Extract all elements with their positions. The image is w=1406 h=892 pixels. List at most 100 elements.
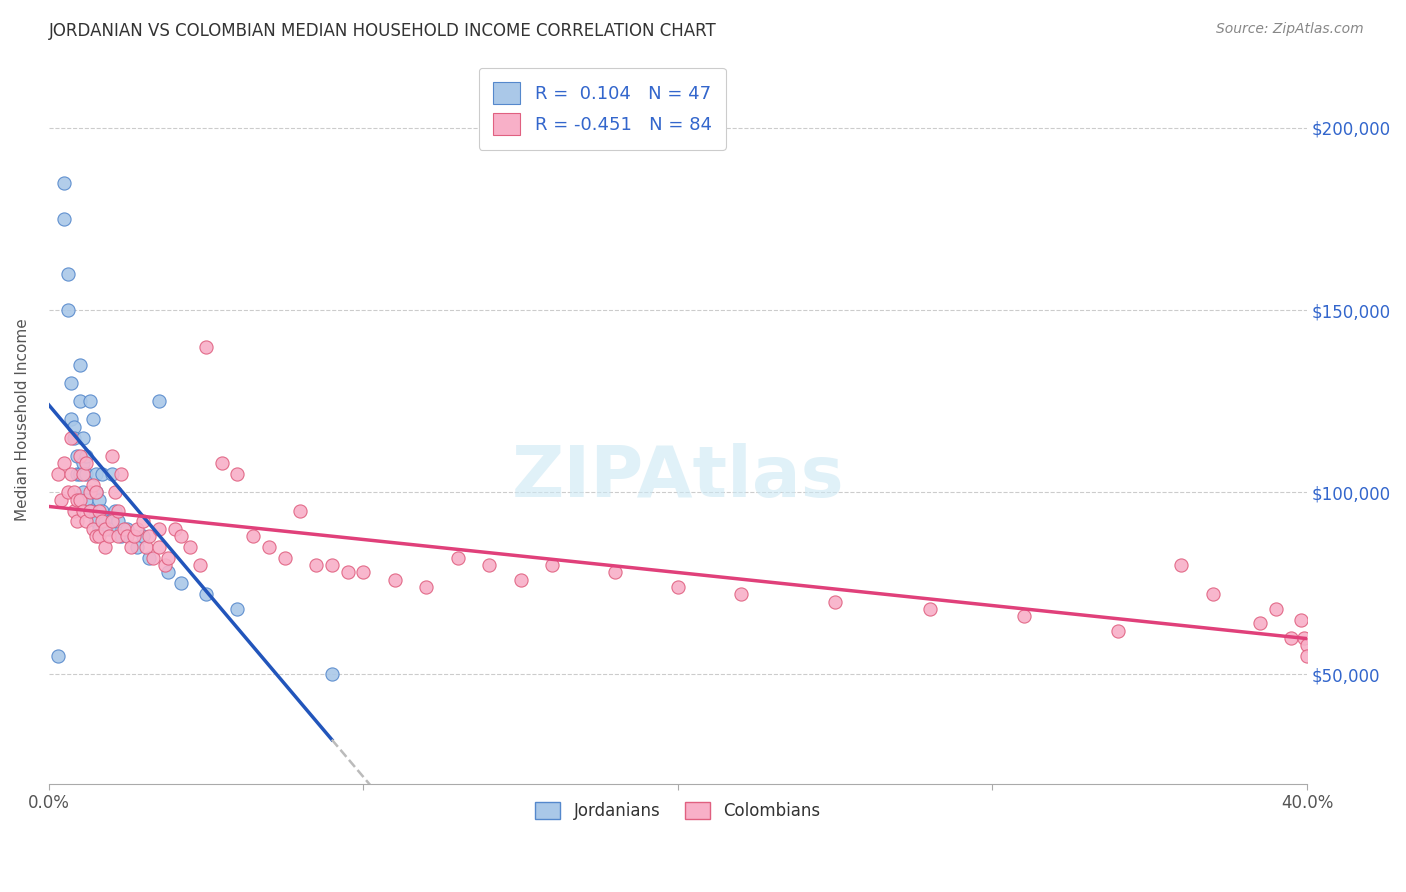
Point (63, 503, 86, 517)
Point (157, 550, 180, 565)
Point (132, 515, 155, 529)
Point (63, 419, 86, 434)
Point (91, 467, 114, 481)
Point (79, 485, 101, 500)
Point (157, 566, 180, 580)
Point (1296, 638, 1319, 652)
Point (415, 580, 437, 594)
Point (69, 449, 91, 463)
Point (730, 587, 752, 601)
Point (195, 340, 218, 354)
Point (135, 540, 157, 554)
Point (142, 550, 165, 565)
Point (69, 492, 91, 507)
Point (100, 449, 122, 463)
Point (76, 456, 98, 470)
Point (125, 522, 148, 536)
Point (91, 515, 114, 529)
Point (53, 176, 76, 190)
Point (170, 576, 193, 591)
Point (138, 529, 160, 543)
Point (76, 492, 98, 507)
Point (541, 558, 564, 573)
Point (120, 540, 142, 554)
Point (82, 478, 104, 492)
Point (82, 412, 104, 426)
Point (79, 503, 101, 517)
Point (84, 485, 107, 500)
Point (79, 394, 101, 409)
Point (72, 456, 94, 470)
Point (94, 522, 117, 536)
Point (321, 667, 343, 681)
Point (76, 467, 98, 481)
Point (69, 394, 91, 409)
Point (84, 485, 107, 500)
Point (69, 358, 91, 372)
Point (336, 566, 359, 580)
Text: ZIPAtlas: ZIPAtlas (512, 443, 844, 512)
Point (107, 529, 129, 543)
Point (824, 594, 846, 608)
Point (226, 467, 249, 481)
Point (1279, 631, 1302, 645)
Point (478, 558, 501, 573)
Point (94, 515, 117, 529)
Point (352, 566, 374, 580)
Point (170, 529, 193, 543)
Point (1289, 613, 1312, 627)
Point (66, 449, 89, 463)
Point (321, 558, 343, 573)
Point (1296, 649, 1319, 664)
Point (53, 212, 76, 227)
Point (163, 522, 186, 536)
Point (56, 267, 79, 281)
Y-axis label: Median Household Income: Median Household Income (15, 318, 30, 521)
Point (59, 412, 82, 426)
Point (257, 540, 280, 554)
Point (94, 540, 117, 554)
Point (1264, 602, 1286, 616)
Point (51, 492, 73, 507)
Point (66, 492, 89, 507)
Point (447, 550, 470, 565)
Point (305, 558, 328, 573)
Point (195, 587, 218, 601)
Point (63, 485, 86, 500)
Point (84, 515, 107, 529)
Point (46, 467, 69, 481)
Point (79, 503, 101, 517)
Point (59, 376, 82, 390)
Point (148, 522, 170, 536)
Point (97, 522, 120, 536)
Point (509, 573, 531, 587)
Point (138, 550, 160, 565)
Point (226, 602, 249, 616)
Point (603, 566, 626, 580)
Point (104, 485, 127, 500)
Point (1201, 587, 1223, 601)
Point (82, 503, 104, 517)
Point (1249, 616, 1271, 631)
Text: Source: ZipAtlas.com: Source: ZipAtlas.com (1216, 22, 1364, 37)
Point (66, 515, 89, 529)
Point (82, 522, 104, 536)
Point (97, 529, 120, 543)
Point (100, 467, 122, 481)
Point (59, 431, 82, 445)
Point (110, 529, 132, 543)
Point (117, 529, 139, 543)
Point (104, 503, 127, 517)
Point (76, 449, 98, 463)
Point (384, 573, 406, 587)
Point (72, 431, 94, 445)
Point (153, 558, 176, 573)
Point (46, 649, 69, 664)
Point (132, 529, 155, 543)
Point (117, 522, 139, 536)
Point (107, 503, 129, 517)
Text: JORDANIAN VS COLOMBIAN MEDIAN HOUSEHOLD INCOME CORRELATION CHART: JORDANIAN VS COLOMBIAN MEDIAN HOUSEHOLD … (49, 22, 717, 40)
Point (1107, 624, 1129, 638)
Point (148, 540, 170, 554)
Point (107, 515, 129, 529)
